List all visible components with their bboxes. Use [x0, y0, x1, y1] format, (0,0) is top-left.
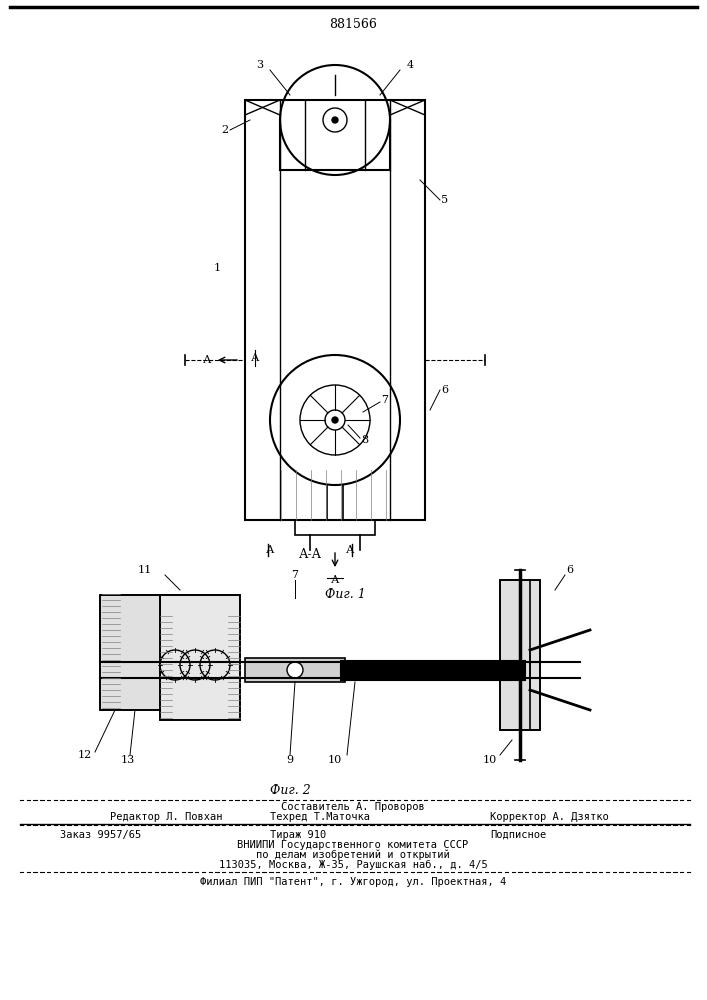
Text: А: А [346, 545, 354, 555]
Text: А: А [251, 353, 259, 363]
Bar [245, 658, 345, 682]
Bar [160, 595, 240, 720]
Bar [160, 595, 240, 720]
Text: ВНИИПИ Государственного комитета СССР: ВНИИПИ Государственного комитета СССР [238, 840, 469, 850]
Circle shape [332, 117, 338, 123]
Bar [100, 595, 160, 710]
Text: по делам изобретений и открытий: по делам изобретений и открытий [256, 850, 450, 860]
Circle shape [332, 417, 338, 423]
Text: Тираж 910: Тираж 910 [270, 830, 326, 840]
Text: 1: 1 [214, 263, 221, 273]
Text: 5: 5 [441, 195, 448, 205]
Text: 8: 8 [361, 435, 368, 445]
Text: 11: 11 [138, 565, 152, 575]
Text: Корректор А. Дзятко: Корректор А. Дзятко [490, 812, 609, 822]
Bar [245, 100, 425, 520]
Text: 6: 6 [566, 565, 573, 575]
Text: 10: 10 [328, 755, 342, 765]
Bar [500, 580, 540, 730]
Text: А: А [331, 575, 339, 585]
Text: 7: 7 [291, 570, 298, 580]
Text: А: А [203, 355, 211, 365]
Text: Фиг. 1: Фиг. 1 [325, 588, 366, 601]
Text: Составитель А. Проворов: Составитель А. Проворов [281, 802, 425, 812]
Bar [295, 520, 375, 535]
Text: А-А: А-А [298, 548, 322, 562]
Text: Редактор Л. Повхан: Редактор Л. Повхан [110, 812, 223, 822]
Text: Заказ 9957/65: Заказ 9957/65 [60, 830, 141, 840]
Bar [100, 595, 160, 710]
Text: Подписное: Подписное [490, 830, 547, 840]
Text: 881566: 881566 [329, 18, 377, 31]
Text: Филиал ПИП "Патент", г. Ужгород, ул. Проектная, 4: Филиал ПИП "Патент", г. Ужгород, ул. Про… [200, 877, 506, 887]
Text: 2: 2 [221, 125, 228, 135]
Text: Фиг. 2: Фиг. 2 [269, 784, 310, 796]
Text: 6: 6 [441, 385, 448, 395]
Bar [500, 580, 540, 730]
Text: 12: 12 [78, 750, 92, 760]
Text: 3: 3 [257, 60, 264, 70]
Text: 10: 10 [483, 755, 497, 765]
Text: 7: 7 [382, 395, 389, 405]
Circle shape [287, 662, 303, 678]
Text: 9: 9 [286, 755, 293, 765]
Text: 113035, Москва, Ж-35, Раушская наб., д. 4/5: 113035, Москва, Ж-35, Раушская наб., д. … [218, 860, 487, 870]
Text: 13: 13 [121, 755, 135, 765]
Text: 4: 4 [407, 60, 414, 70]
Text: А: А [266, 545, 274, 555]
Text: Техред Т.Маточка: Техред Т.Маточка [270, 812, 370, 822]
